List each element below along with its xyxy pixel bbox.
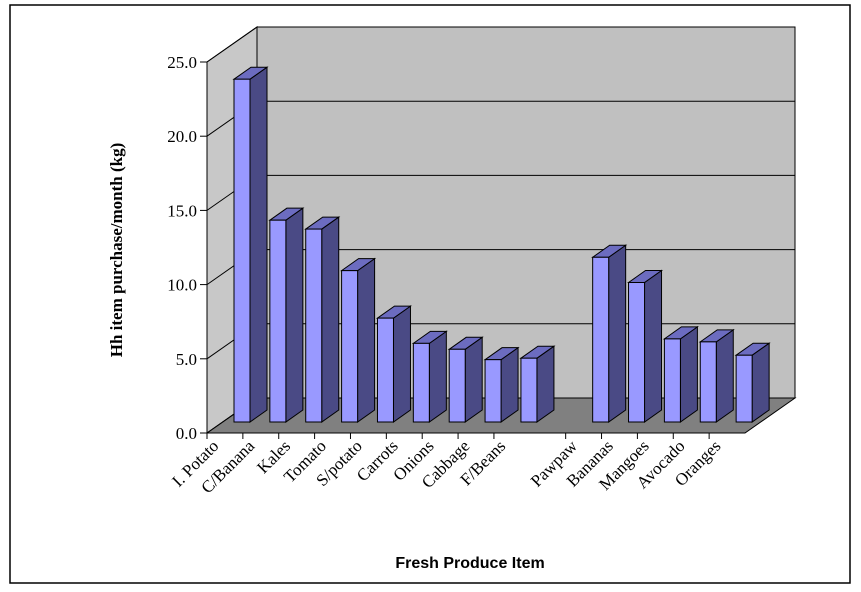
bar <box>448 348 466 423</box>
bar-side <box>679 325 698 423</box>
bar <box>233 78 251 423</box>
y-tick-label: 0.0 <box>176 424 197 443</box>
bar-side <box>536 345 555 423</box>
bar-side <box>428 330 447 423</box>
bar <box>735 354 753 423</box>
y-tick-label: 20.0 <box>167 127 197 146</box>
bar <box>520 357 538 423</box>
x-axis-title: Fresh Produce Item <box>395 555 544 572</box>
bar <box>269 219 287 423</box>
bar-side <box>644 269 663 423</box>
grid-line-side <box>206 26 258 63</box>
y-axis-title: Hh item purchase/month (kg) <box>107 143 126 358</box>
bar-side <box>249 66 268 423</box>
bar-side <box>608 244 627 423</box>
bar-side <box>464 336 483 423</box>
y-tick-label: 15.0 <box>167 201 197 220</box>
bar <box>628 282 646 423</box>
bar-side <box>500 346 519 423</box>
bar <box>699 341 717 423</box>
bar-side <box>751 342 770 423</box>
bar <box>341 270 359 423</box>
bar-side <box>357 257 376 423</box>
bar <box>484 359 502 423</box>
bar-side <box>321 216 340 423</box>
bar-side <box>285 207 304 423</box>
bar-side <box>715 328 734 423</box>
bar <box>376 317 394 423</box>
y-tick-label: 25.0 <box>167 53 197 72</box>
bar-side <box>392 305 411 423</box>
bar <box>412 342 430 423</box>
bar <box>592 256 610 423</box>
bar <box>305 228 323 423</box>
y-tick-label: 5.0 <box>176 350 197 369</box>
y-tick-label: 10.0 <box>167 276 197 295</box>
bar <box>663 338 681 423</box>
